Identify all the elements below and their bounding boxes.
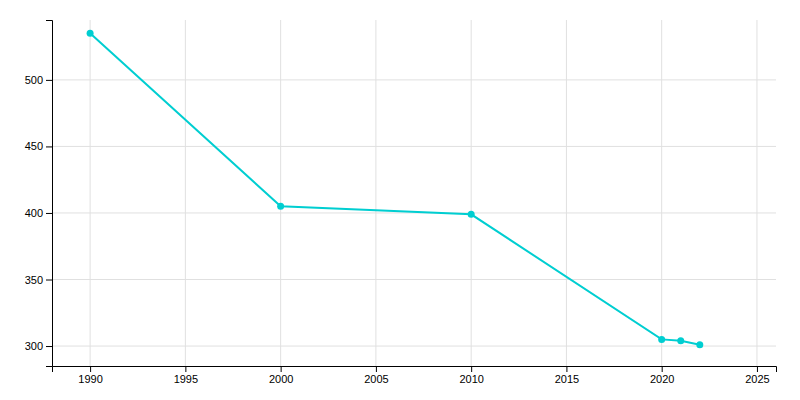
grid-line-x	[280, 20, 281, 366]
tick: 2015	[555, 366, 579, 385]
tick-mark	[566, 366, 567, 372]
tick-label: 450	[25, 140, 43, 152]
tick-label: 2015	[555, 373, 579, 385]
tick-mark	[46, 280, 52, 281]
tick-mark	[46, 213, 52, 214]
grid-line-y	[52, 146, 776, 147]
tick-mark	[185, 366, 186, 372]
tick: 500	[25, 74, 52, 86]
tick-mark	[281, 366, 282, 372]
grid-line-y	[52, 279, 776, 280]
line	[90, 33, 700, 344]
tick-mark	[46, 80, 52, 81]
point	[87, 30, 94, 37]
grid-line-x	[661, 20, 662, 366]
tick-label: 1990	[78, 373, 102, 385]
grid-line-y	[52, 79, 776, 80]
point	[677, 337, 684, 344]
point	[277, 203, 284, 210]
tick-mark	[471, 366, 472, 372]
tick: 350	[25, 274, 52, 286]
grid-line-x	[756, 20, 757, 366]
tick-mark	[376, 366, 377, 372]
tick-mark	[662, 366, 663, 372]
tick-label: 2020	[650, 373, 674, 385]
tick: 400	[25, 207, 52, 219]
grid-line-x	[566, 20, 567, 366]
chart: 1990 1995 2000 2005 2010 2015 2020 2025 300 350 40…	[0, 0, 800, 400]
tick-label: 2025	[745, 373, 769, 385]
grid-line-x	[375, 20, 376, 366]
tick: 1995	[174, 366, 198, 385]
plot-area: 1990 1995 2000 2005 2010 2015 2020 2025 300 350 40…	[25, 20, 777, 385]
grid	[52, 20, 776, 366]
tick: 300	[25, 340, 52, 352]
grid-line-y	[52, 346, 776, 347]
grid-line-x	[90, 20, 91, 366]
point	[658, 336, 665, 343]
axis-line	[46, 21, 53, 367]
tick-mark	[757, 366, 758, 372]
tick: 2000	[269, 366, 293, 385]
point	[468, 211, 475, 218]
point	[696, 341, 703, 348]
tick: 1990	[78, 366, 102, 385]
tick-label: 300	[25, 340, 43, 352]
tick-label: 2005	[364, 373, 388, 385]
tick-mark	[46, 346, 52, 347]
grid-line-x	[471, 20, 472, 366]
x-axis: 1990 1995 2000 2005 2010 2015 2020 2025	[53, 366, 777, 385]
axis-line	[53, 367, 777, 373]
tick-mark	[90, 366, 91, 372]
tick-label: 500	[25, 74, 43, 86]
y-axis: 300 350 400 450 500	[25, 21, 53, 367]
tick: 2010	[459, 366, 483, 385]
tick-label: 2000	[269, 373, 293, 385]
tick: 2005	[364, 366, 388, 385]
tick-mark	[46, 146, 52, 147]
grid-line-x	[185, 20, 186, 366]
tick-label: 400	[25, 207, 43, 219]
series	[87, 30, 704, 348]
tick-label: 2010	[459, 373, 483, 385]
tick: 2020	[650, 366, 674, 385]
tick: 2025	[745, 366, 769, 385]
tick-label: 350	[25, 274, 43, 286]
tick: 450	[25, 140, 52, 152]
tick-label: 1995	[174, 373, 198, 385]
